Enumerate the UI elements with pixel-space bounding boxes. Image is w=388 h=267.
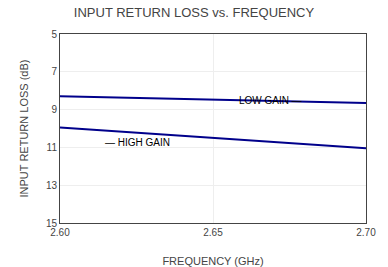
svg-text:13: 13: [46, 180, 58, 191]
svg-text:2.70: 2.70: [356, 227, 376, 238]
svg-text:LOW GAIN —: LOW GAIN —: [239, 95, 302, 106]
svg-text:15: 15: [46, 218, 58, 229]
svg-text:9: 9: [51, 104, 57, 115]
svg-text:— HIGH GAIN: — HIGH GAIN: [105, 137, 170, 148]
svg-text:5: 5: [51, 29, 57, 40]
svg-text:INPUT RETURN LOSS vs. FREQUENC: INPUT RETURN LOSS vs. FREQUENCY: [74, 5, 315, 20]
svg-text:2.65: 2.65: [203, 227, 223, 238]
svg-text:7: 7: [51, 66, 57, 77]
svg-text:2.60: 2.60: [50, 227, 70, 238]
svg-text:INPUT RETURN LOSS (dB): INPUT RETURN LOSS (dB): [18, 60, 30, 198]
svg-text:FREQUENCY (GHz): FREQUENCY (GHz): [162, 255, 263, 267]
svg-text:11: 11: [47, 142, 58, 153]
